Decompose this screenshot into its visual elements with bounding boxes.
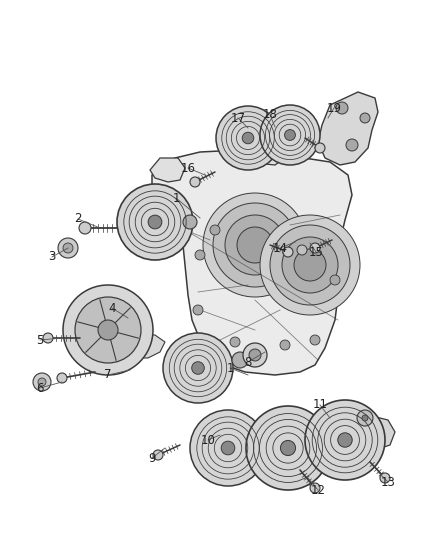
Circle shape — [242, 132, 254, 144]
Circle shape — [249, 349, 261, 361]
Circle shape — [207, 343, 217, 353]
Circle shape — [57, 373, 67, 383]
Polygon shape — [152, 150, 352, 375]
Polygon shape — [320, 412, 395, 450]
Text: 18: 18 — [262, 109, 277, 122]
Circle shape — [33, 373, 51, 391]
Text: 1: 1 — [226, 361, 234, 375]
Circle shape — [210, 225, 220, 235]
Circle shape — [246, 406, 330, 490]
Circle shape — [261, 131, 275, 145]
Text: 19: 19 — [326, 101, 342, 115]
Circle shape — [243, 343, 267, 367]
Circle shape — [380, 473, 390, 483]
Circle shape — [310, 335, 320, 345]
Circle shape — [192, 362, 204, 374]
Text: 8: 8 — [244, 356, 252, 368]
Text: 17: 17 — [230, 111, 246, 125]
Circle shape — [330, 275, 340, 285]
Circle shape — [362, 415, 368, 421]
Circle shape — [79, 222, 91, 234]
Circle shape — [338, 433, 352, 447]
Polygon shape — [318, 92, 378, 165]
Text: 9: 9 — [148, 451, 156, 464]
Circle shape — [58, 238, 78, 258]
Circle shape — [237, 227, 273, 263]
Circle shape — [260, 215, 360, 315]
Circle shape — [213, 203, 297, 287]
Text: 12: 12 — [311, 483, 325, 497]
Circle shape — [360, 113, 370, 123]
Circle shape — [285, 130, 295, 140]
Text: 1: 1 — [172, 191, 180, 205]
Circle shape — [297, 245, 307, 255]
Circle shape — [63, 285, 153, 375]
Text: 11: 11 — [312, 399, 328, 411]
Text: 15: 15 — [308, 246, 323, 259]
Text: 5: 5 — [36, 334, 44, 346]
Circle shape — [98, 320, 118, 340]
Polygon shape — [240, 145, 285, 165]
Circle shape — [195, 250, 205, 260]
Circle shape — [283, 247, 293, 257]
Circle shape — [305, 400, 385, 480]
Circle shape — [225, 215, 285, 275]
Circle shape — [38, 378, 46, 386]
Text: 16: 16 — [180, 161, 195, 174]
Circle shape — [346, 139, 358, 151]
Circle shape — [280, 340, 290, 350]
Circle shape — [260, 105, 320, 165]
Polygon shape — [150, 158, 185, 182]
Circle shape — [75, 297, 141, 363]
Circle shape — [216, 106, 280, 170]
Text: 6: 6 — [36, 382, 44, 394]
Circle shape — [203, 193, 307, 297]
Circle shape — [63, 243, 73, 253]
Circle shape — [336, 102, 348, 114]
Circle shape — [357, 410, 373, 426]
Circle shape — [310, 243, 320, 253]
Circle shape — [190, 177, 200, 187]
Text: 7: 7 — [104, 368, 112, 382]
Circle shape — [221, 441, 235, 455]
Text: 3: 3 — [48, 251, 56, 263]
Text: 13: 13 — [381, 475, 396, 489]
Circle shape — [230, 337, 240, 347]
Polygon shape — [108, 335, 165, 358]
Circle shape — [148, 215, 162, 229]
Circle shape — [270, 225, 350, 305]
Circle shape — [190, 410, 266, 486]
Circle shape — [193, 305, 203, 315]
Text: 14: 14 — [272, 241, 287, 254]
Circle shape — [280, 440, 296, 456]
Circle shape — [117, 184, 193, 260]
Circle shape — [43, 333, 53, 343]
Circle shape — [282, 237, 338, 293]
Circle shape — [153, 450, 163, 460]
Circle shape — [232, 352, 248, 368]
Text: 10: 10 — [201, 433, 215, 447]
Circle shape — [315, 143, 325, 153]
Circle shape — [183, 215, 197, 229]
Text: 4: 4 — [108, 302, 116, 314]
Text: 2: 2 — [74, 213, 82, 225]
Circle shape — [163, 333, 233, 403]
Circle shape — [294, 249, 326, 281]
Circle shape — [310, 483, 320, 493]
